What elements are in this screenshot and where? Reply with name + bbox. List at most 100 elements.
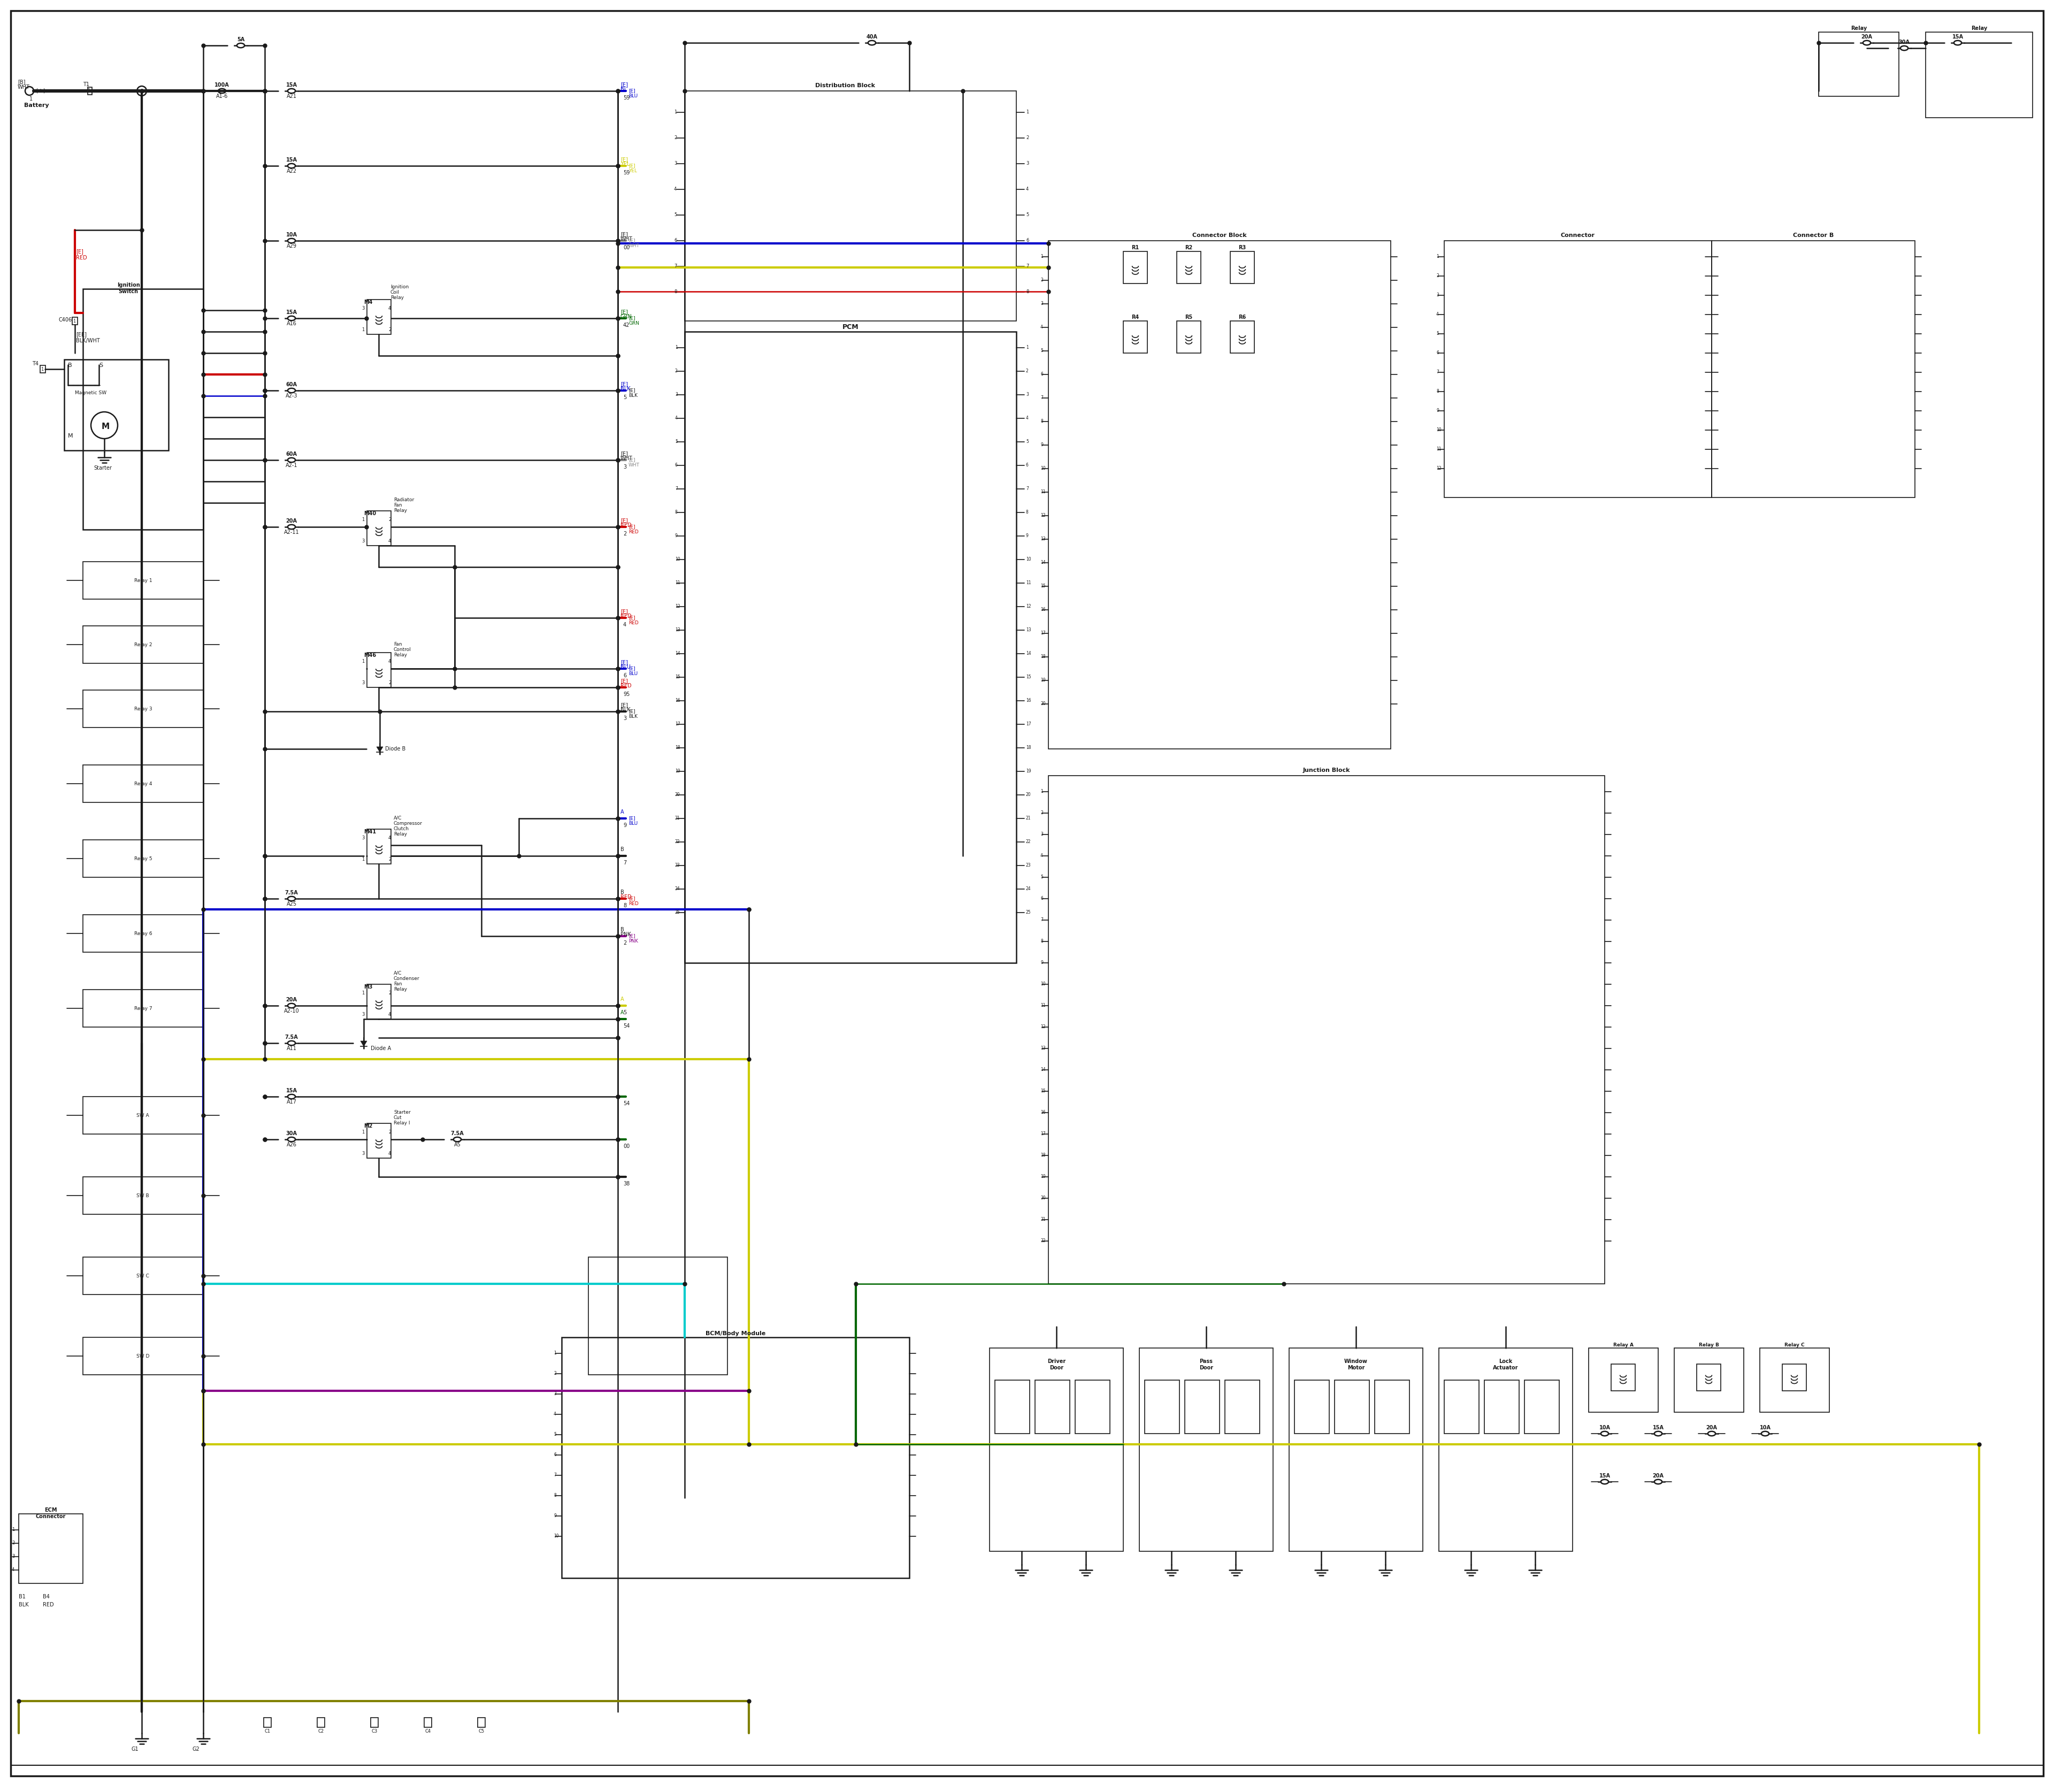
- Text: 59: 59: [622, 95, 631, 100]
- Bar: [82, 289, 203, 530]
- Text: 15A: 15A: [286, 158, 298, 163]
- Text: A2-1: A2-1: [286, 462, 298, 468]
- Text: A/C: A/C: [394, 815, 403, 821]
- Text: R1: R1: [1132, 246, 1140, 251]
- Text: Driver
Door: Driver Door: [1048, 1358, 1066, 1371]
- Text: 60A: 60A: [286, 382, 298, 387]
- Text: [E]: [E]: [620, 679, 629, 683]
- Text: 18: 18: [1041, 1152, 1045, 1158]
- Text: 11: 11: [1025, 581, 1031, 586]
- Bar: [1335, 1380, 1370, 1434]
- Text: 6: 6: [1025, 462, 1029, 468]
- Text: 9: 9: [1025, 534, 1029, 538]
- Bar: [1374, 1380, 1409, 1434]
- Text: Distribution Block: Distribution Block: [815, 82, 875, 88]
- Text: [E]
BLK: [E] BLK: [629, 710, 637, 719]
- Text: 00: 00: [622, 246, 631, 251]
- Bar: [64, 360, 168, 450]
- Text: 2: 2: [1025, 136, 1029, 140]
- Text: 19: 19: [1041, 1174, 1045, 1179]
- Bar: [1524, 1380, 1559, 1434]
- Text: 30A: 30A: [1898, 39, 1910, 45]
- Text: 95: 95: [622, 692, 631, 697]
- Text: [E]: [E]: [620, 382, 629, 387]
- Text: 6: 6: [555, 1452, 557, 1457]
- Text: Relay: Relay: [394, 652, 407, 658]
- Text: B: B: [620, 926, 624, 932]
- Bar: [316, 1719, 325, 1727]
- Text: 8: 8: [1025, 289, 1029, 294]
- Text: M46: M46: [364, 652, 376, 658]
- Text: 42: 42: [622, 323, 631, 328]
- Text: 5: 5: [622, 394, 626, 400]
- Text: [E]: [E]: [620, 82, 629, 88]
- Bar: [1124, 321, 1148, 353]
- Bar: [1440, 1348, 1573, 1552]
- Text: 3: 3: [1041, 831, 1043, 837]
- Text: 11: 11: [1436, 446, 1442, 452]
- Text: 10: 10: [1436, 428, 1442, 432]
- Text: 40A: 40A: [867, 34, 877, 39]
- Text: 23: 23: [676, 862, 680, 867]
- Text: 6: 6: [1436, 351, 1438, 355]
- Text: RED: RED: [620, 894, 631, 900]
- Text: 7.5A: 7.5A: [286, 891, 298, 896]
- Text: 10: 10: [1025, 557, 1031, 561]
- Text: 12: 12: [1436, 466, 1442, 471]
- Text: 7: 7: [555, 1473, 557, 1477]
- Text: 2: 2: [1436, 274, 1438, 278]
- Text: A/C: A/C: [394, 971, 403, 975]
- Bar: [1185, 1380, 1220, 1434]
- Text: [E]: [E]: [620, 452, 629, 457]
- Text: [E]
WHT: [E] WHT: [629, 238, 639, 249]
- Text: [E]
BLU: [E] BLU: [629, 815, 637, 826]
- Text: 3: 3: [1041, 301, 1043, 306]
- Bar: [1140, 1348, 1273, 1552]
- Bar: [18, 1514, 82, 1584]
- Text: 19: 19: [1025, 769, 1031, 774]
- Bar: [368, 652, 390, 688]
- Text: 7: 7: [1436, 369, 1438, 375]
- Text: 3: 3: [555, 1391, 557, 1396]
- Text: [E]
RED: [E] RED: [629, 615, 639, 625]
- Text: 21: 21: [676, 815, 680, 821]
- Bar: [1610, 1364, 1635, 1391]
- Text: 25: 25: [1025, 910, 1031, 914]
- Text: [E]: [E]: [620, 310, 629, 315]
- Text: Relay: Relay: [394, 831, 407, 837]
- Text: 4: 4: [388, 835, 390, 840]
- Text: [E]
BLU: [E] BLU: [629, 667, 637, 676]
- Bar: [82, 690, 203, 728]
- Text: 22: 22: [1025, 839, 1031, 844]
- Bar: [990, 1348, 1124, 1552]
- Text: GRN: GRN: [620, 314, 633, 319]
- Text: 1: 1: [362, 518, 364, 521]
- Text: Junction Block: Junction Block: [1302, 767, 1349, 772]
- Text: RED: RED: [43, 1602, 53, 1607]
- Text: 4: 4: [555, 1412, 557, 1416]
- Bar: [684, 332, 1017, 962]
- Text: 1: 1: [12, 1527, 14, 1532]
- Text: 15A: 15A: [1600, 1473, 1610, 1478]
- Text: 30A: 30A: [286, 1131, 298, 1136]
- Text: A11: A11: [286, 1047, 296, 1052]
- Text: 4: 4: [1025, 186, 1029, 192]
- Text: BLK/WHT: BLK/WHT: [76, 339, 101, 344]
- Text: B4: B4: [43, 1595, 49, 1600]
- Text: [E]
YEL: [E] YEL: [629, 163, 637, 174]
- Text: 4: 4: [388, 306, 390, 310]
- Text: 9: 9: [1041, 961, 1043, 966]
- Text: Relay: Relay: [1851, 25, 1867, 30]
- Text: A29: A29: [286, 244, 296, 249]
- Text: 1: 1: [676, 346, 678, 349]
- Bar: [479, 1719, 485, 1727]
- Text: 9: 9: [622, 823, 626, 828]
- Text: R5: R5: [1185, 315, 1193, 321]
- Text: 10: 10: [1041, 982, 1045, 986]
- Text: 4: 4: [388, 1012, 390, 1016]
- Text: Relay 5: Relay 5: [134, 857, 152, 860]
- Text: 13: 13: [1041, 536, 1045, 541]
- Text: 1: 1: [86, 88, 90, 93]
- Bar: [1230, 251, 1255, 283]
- Text: SW C: SW C: [136, 1274, 150, 1278]
